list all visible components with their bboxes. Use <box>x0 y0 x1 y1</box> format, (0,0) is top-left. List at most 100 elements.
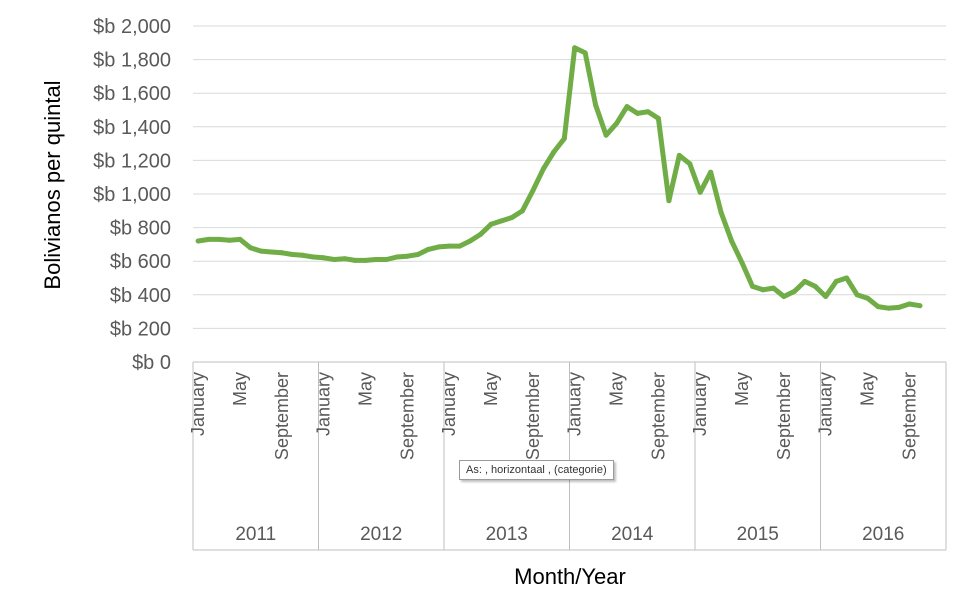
y-tick-label: $b 0 <box>132 352 171 374</box>
data-point <box>687 161 693 167</box>
data-point <box>415 252 421 257</box>
data-point <box>551 149 557 155</box>
data-point <box>519 208 525 214</box>
data-point <box>289 252 295 257</box>
y-tick-label: $b 1,600 <box>93 83 171 105</box>
data-point <box>342 256 348 262</box>
data-point <box>478 231 484 237</box>
x-tick-label: January <box>188 372 208 436</box>
data-point <box>216 236 222 242</box>
series-layer <box>195 45 923 311</box>
data-point <box>896 304 902 310</box>
data-point <box>321 255 327 261</box>
data-point <box>206 236 212 242</box>
data-point <box>457 243 463 249</box>
data-point <box>624 104 630 110</box>
data-point <box>561 136 567 142</box>
y-tick-label: $b 2,000 <box>93 16 171 38</box>
data-point <box>446 243 452 249</box>
data-point <box>708 169 714 175</box>
x-tick-label: January <box>690 372 710 436</box>
y-tick-label: $b 1,000 <box>93 184 171 206</box>
data-point <box>906 301 912 307</box>
data-point <box>844 275 850 281</box>
data-point <box>802 278 808 284</box>
data-point <box>865 295 871 301</box>
data-point <box>875 304 881 310</box>
data-point <box>268 249 274 255</box>
data-point <box>791 288 797 294</box>
data-point <box>540 166 546 172</box>
data-point <box>770 285 776 291</box>
data-point <box>676 152 682 158</box>
y-tick-label: $b 800 <box>110 218 171 240</box>
data-point <box>697 189 703 195</box>
data-point <box>404 253 410 259</box>
data-point <box>530 188 536 194</box>
data-point <box>300 252 306 258</box>
year-label: 2011 <box>235 524 276 545</box>
data-point <box>603 132 609 138</box>
data-point <box>373 257 379 262</box>
x-tick-label: May <box>607 372 627 406</box>
data-point <box>248 245 253 251</box>
x-tick-label: September <box>774 372 794 460</box>
x-tick-label: January <box>439 372 459 436</box>
x-tick-label: September <box>397 372 417 460</box>
data-point <box>394 254 400 260</box>
x-tick-label: January <box>816 372 836 436</box>
y-axis-title: Bolivianos per quintal <box>40 80 65 289</box>
data-point <box>227 237 233 243</box>
y-axis-tick-labels: $b 0 $b 200 $b 400 $b 600 $b 800 $b 1,000 $b 1… <box>93 16 171 374</box>
data-point <box>781 294 787 299</box>
data-point <box>666 198 672 204</box>
gridlines <box>193 25 946 329</box>
x-tick-label: September <box>272 372 292 460</box>
y-tick-label: $b 600 <box>110 251 171 273</box>
x-tick-label: September <box>899 372 919 460</box>
data-point <box>572 45 578 51</box>
data-point <box>436 244 442 250</box>
x-axis: January May September 2011 January May Septemb… <box>188 361 947 551</box>
data-point <box>854 292 860 298</box>
series-line <box>195 45 923 311</box>
data-point <box>886 305 891 311</box>
data-point <box>823 294 829 299</box>
x-tick-label: May <box>481 372 501 406</box>
data-point <box>363 257 369 263</box>
x-tick-label: May <box>230 372 250 406</box>
x-tick-label: January <box>565 372 585 436</box>
data-point <box>645 109 651 115</box>
axis-tooltip: As: , horizontaal , (categorie) <box>459 460 614 480</box>
data-point <box>729 238 735 244</box>
y-tick-label: $b 400 <box>110 285 171 307</box>
y-tick-label: $b 1,200 <box>93 150 171 172</box>
y-tick-label: $b 1,400 <box>93 117 171 139</box>
data-point <box>279 250 285 256</box>
data-point <box>352 257 358 263</box>
x-tick-label: January <box>314 372 334 436</box>
data-point <box>635 110 640 116</box>
data-point <box>195 238 201 244</box>
data-point <box>812 283 818 289</box>
data-point <box>655 115 661 121</box>
data-point <box>750 283 755 289</box>
data-point <box>739 260 745 266</box>
x-tick-label: May <box>732 372 752 406</box>
data-point <box>833 278 839 284</box>
data-point <box>310 254 316 260</box>
y-tick-label: $b 1,800 <box>93 50 171 72</box>
x-tick-label: September <box>523 372 543 460</box>
data-point <box>614 120 620 126</box>
data-point <box>425 246 431 252</box>
x-tick-label: September <box>648 372 668 460</box>
data-point <box>593 102 599 108</box>
data-point <box>917 303 923 309</box>
x-axis-title: Month/Year <box>514 564 626 589</box>
year-label: 2016 <box>862 524 904 545</box>
year-label: 2015 <box>737 524 779 545</box>
data-point <box>237 236 243 242</box>
data-point <box>488 221 494 227</box>
data-point <box>331 257 337 262</box>
